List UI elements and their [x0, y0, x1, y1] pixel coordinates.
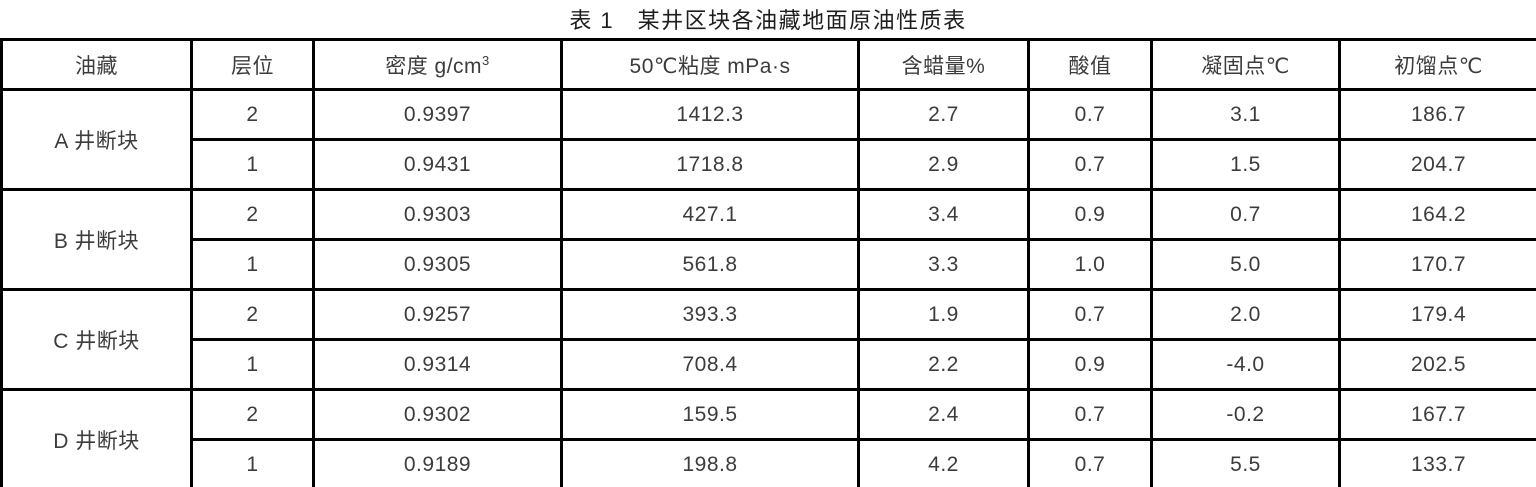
layer-cell: 2	[190, 88, 315, 141]
layer-cell: 2	[190, 288, 315, 341]
viscosity-cell: 427.1	[560, 188, 860, 241]
acid-cell: 0.7	[1027, 138, 1153, 191]
density-cell: 0.9305	[312, 238, 563, 291]
ibp-cell: 202.5	[1338, 338, 1536, 391]
viscosity-cell: 561.8	[560, 238, 860, 291]
col-header-viscosity: 50℃粘度 mPa·s	[560, 38, 860, 91]
density-cell: 0.9302	[312, 388, 563, 441]
layer-cell: 2	[190, 388, 315, 441]
pour-point-cell: 3.1	[1150, 88, 1341, 141]
ibp-cell: 133.7	[1338, 438, 1536, 487]
pour-point-cell: 0.7	[1150, 188, 1341, 241]
density-cell: 0.9257	[312, 288, 563, 341]
wax-cell: 3.4	[857, 188, 1030, 241]
header-row: 油藏 层位 密度 g/cm3 50℃粘度 mPa·s 含蜡量% 酸值 凝固点℃ …	[0, 38, 1536, 91]
col-header-reservoir: 油藏	[0, 38, 193, 91]
wax-cell: 2.9	[857, 138, 1030, 191]
col-header-ibp: 初馏点℃	[1338, 38, 1536, 91]
col-header-wax: 含蜡量%	[857, 38, 1030, 91]
wax-cell: 3.3	[857, 238, 1030, 291]
layer-cell: 1	[190, 238, 315, 291]
viscosity-cell: 708.4	[560, 338, 860, 391]
ibp-cell: 179.4	[1338, 288, 1536, 341]
layer-cell: 2	[190, 188, 315, 241]
ibp-cell: 164.2	[1338, 188, 1536, 241]
crude-oil-properties-table: 油藏 层位 密度 g/cm3 50℃粘度 mPa·s 含蜡量% 酸值 凝固点℃ …	[0, 38, 1536, 487]
viscosity-cell: 1718.8	[560, 138, 860, 191]
col-header-layer: 层位	[190, 38, 315, 91]
col-header-pour-point: 凝固点℃	[1150, 38, 1341, 91]
acid-cell: 0.7	[1027, 88, 1153, 141]
layer-cell: 1	[190, 438, 315, 487]
pour-point-cell: -0.2	[1150, 388, 1341, 441]
ibp-cell: 204.7	[1338, 138, 1536, 191]
viscosity-cell: 198.8	[560, 438, 860, 487]
col-header-acid: 酸值	[1027, 38, 1153, 91]
acid-cell: 0.7	[1027, 438, 1153, 487]
table-row: 1 0.9431 1718.8 2.9 0.7 1.5 204.7	[2, 138, 1536, 191]
wax-cell: 2.7	[857, 88, 1030, 141]
table-row: 1 0.9189 198.8 4.2 0.7 5.5 133.7	[2, 438, 1536, 487]
viscosity-cell: 1412.3	[560, 88, 860, 141]
table-caption: 表 1 某井区块各油藏地面原油性质表	[569, 8, 967, 33]
reservoir-cell: A 井断块	[0, 88, 193, 191]
acid-cell: 0.9	[1027, 338, 1153, 391]
pour-point-cell: -4.0	[1150, 338, 1341, 391]
reservoir-cell: D 井断块	[0, 388, 193, 487]
viscosity-cell: 393.3	[560, 288, 860, 341]
wax-cell: 2.2	[857, 338, 1030, 391]
col-header-density-text: 密度 g/cm	[385, 54, 483, 78]
pour-point-cell: 5.5	[1150, 438, 1341, 487]
acid-cell: 1.0	[1027, 238, 1153, 291]
table-row: B 井断块 2 0.9303 427.1 3.4 0.9 0.7 164.2	[0, 188, 1536, 291]
density-cell: 0.9397	[312, 88, 563, 141]
pour-point-cell: 2.0	[1150, 288, 1341, 341]
pour-point-cell: 5.0	[1150, 238, 1341, 291]
ibp-cell: 167.7	[1338, 388, 1536, 441]
col-header-density: 密度 g/cm3	[312, 38, 563, 91]
wax-cell: 1.9	[857, 288, 1030, 341]
acid-cell: 0.7	[1027, 288, 1153, 341]
table-row: C 井断块 2 0.9257 393.3 1.9 0.7 2.0 179.4	[0, 288, 1536, 391]
density-cell: 0.9314	[312, 338, 563, 391]
table-row: 1 0.9314 708.4 2.2 0.9 -4.0 202.5	[2, 338, 1536, 391]
viscosity-cell: 159.5	[560, 388, 860, 441]
table-row: D 井断块 2 0.9302 159.5 2.4 0.7 -0.2 167.7	[0, 388, 1536, 487]
wax-cell: 2.4	[857, 388, 1030, 441]
density-cell: 0.9303	[312, 188, 563, 241]
density-cell: 0.9189	[312, 438, 563, 487]
acid-cell: 0.9	[1027, 188, 1153, 241]
table-row: A 井断块 2 0.9397 1412.3 2.7 0.7 3.1 186.7	[0, 88, 1536, 191]
layer-cell: 1	[190, 338, 315, 391]
wax-cell: 4.2	[857, 438, 1030, 487]
ibp-cell: 170.7	[1338, 238, 1536, 291]
ibp-cell: 186.7	[1338, 88, 1536, 141]
reservoir-cell: C 井断块	[0, 288, 193, 391]
density-cell: 0.9431	[312, 138, 563, 191]
layer-cell: 1	[190, 138, 315, 191]
reservoir-cell: B 井断块	[0, 188, 193, 291]
col-header-density-exponent: 3	[482, 52, 490, 68]
pour-point-cell: 1.5	[1150, 138, 1341, 191]
acid-cell: 0.7	[1027, 388, 1153, 441]
table-row: 1 0.9305 561.8 3.3 1.0 5.0 170.7	[2, 238, 1536, 291]
